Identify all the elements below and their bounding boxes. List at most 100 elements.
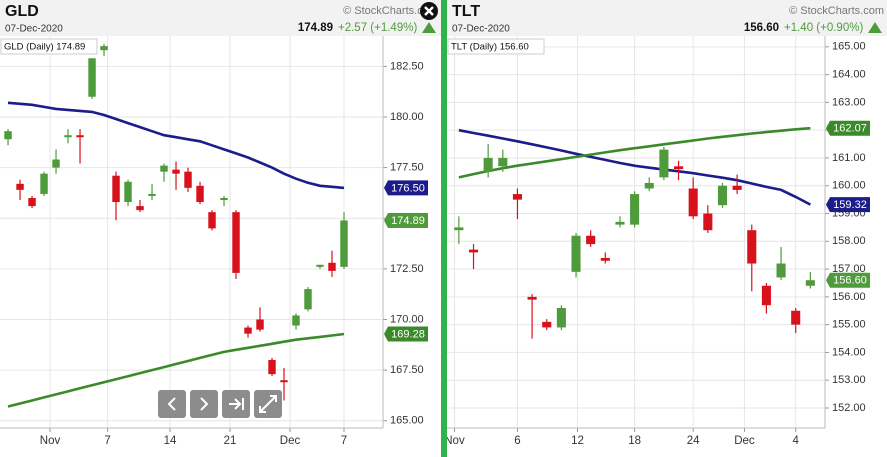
candle-body — [136, 206, 144, 211]
candle-body — [316, 264, 324, 267]
plot-bg — [0, 36, 383, 428]
candle-body — [498, 157, 508, 167]
value-tag — [384, 326, 428, 342]
candle-body — [328, 262, 336, 271]
x-tick-label: Dec — [280, 435, 301, 447]
symbol: GLD — [5, 3, 39, 20]
ma-line — [458, 128, 812, 206]
candle-body — [208, 212, 216, 229]
candle-body — [52, 159, 60, 168]
candle-body — [340, 220, 348, 267]
copyright: © StockCharts.com — [789, 5, 884, 17]
candle-body — [16, 183, 24, 190]
x-tick-label: Nov — [447, 435, 465, 447]
x-tick-label: 7 — [104, 435, 110, 447]
candle-body — [674, 166, 684, 170]
candle-body — [805, 280, 815, 286]
candle-body — [28, 197, 36, 207]
copyright: © StockCharts.com — [343, 5, 438, 17]
y-tick-label: 161.00 — [832, 152, 866, 164]
value-tag — [384, 180, 428, 196]
x-tick-label: 6 — [514, 435, 520, 447]
candle-body — [40, 173, 48, 194]
legend-box — [447, 38, 545, 55]
candle-body — [232, 212, 240, 273]
x-tick-label: 24 — [687, 435, 700, 447]
y-tick-label: 157.00 — [832, 263, 866, 275]
x-tick-label: 7 — [341, 435, 347, 447]
x-tick-label: Dec — [734, 435, 755, 447]
candle-body — [615, 221, 625, 225]
value-tag — [384, 212, 428, 228]
candle-body — [542, 321, 552, 328]
y-tick-label: 156.00 — [832, 291, 866, 303]
ma-line — [7, 332, 345, 408]
candle-body — [761, 285, 771, 306]
y-tick-label: 153.00 — [832, 374, 866, 386]
next-button[interactable] — [190, 390, 218, 418]
date: 07-Dec-2020 — [452, 24, 510, 35]
plot-bg — [447, 36, 825, 428]
legend-box — [0, 38, 98, 55]
candle-body — [112, 175, 120, 203]
y-tick-label: 172.50 — [390, 263, 424, 275]
candle-body — [600, 257, 610, 261]
candle-body — [630, 194, 640, 225]
x-tick-label: 21 — [224, 435, 237, 447]
close-button[interactable] — [420, 2, 438, 20]
y-tick-label: 154.00 — [832, 346, 866, 358]
candle-body — [454, 227, 464, 231]
date: 07-Dec-2020 — [5, 24, 63, 35]
candle-body — [4, 131, 12, 140]
value-tag — [826, 120, 870, 136]
candle-body — [483, 157, 493, 172]
header-bg — [0, 0, 441, 36]
price-change: +1.40 (+0.90%) — [784, 22, 863, 34]
x-tick-label: 4 — [793, 435, 800, 447]
last-price: 174.89 — [298, 22, 333, 34]
ma-line — [7, 101, 345, 190]
candle-body — [776, 263, 786, 278]
value-tag-label: 176.50 — [391, 182, 425, 194]
end-button[interactable] — [222, 390, 250, 418]
candle-body — [717, 185, 728, 206]
candle-body — [556, 307, 566, 328]
x-tick-label: 14 — [164, 435, 177, 447]
y-tick-label: 165.00 — [832, 41, 866, 53]
value-tag-label: 162.07 — [833, 123, 867, 135]
last-price: 156.60 — [744, 22, 779, 34]
candle-body — [268, 359, 276, 375]
candle-body — [659, 149, 669, 178]
candle-body — [791, 310, 801, 325]
y-tick-label: 160.00 — [832, 180, 866, 192]
candle-body — [292, 315, 300, 326]
candle-body — [703, 213, 713, 231]
x-tick-label: Nov — [40, 435, 61, 447]
candle-body — [184, 171, 192, 188]
y-tick-label: 182.50 — [390, 60, 424, 72]
legend-text: GLD (Daily) 174.89 — [4, 42, 85, 53]
candle-body — [468, 249, 479, 253]
value-tag — [826, 272, 870, 288]
value-tag-label: 156.60 — [833, 275, 867, 287]
candle-body — [76, 135, 84, 138]
candle-body — [688, 188, 698, 217]
expand-button[interactable] — [254, 390, 282, 418]
candle-body — [220, 197, 228, 201]
y-tick-label: 155.00 — [832, 319, 866, 331]
prev-button[interactable] — [158, 390, 186, 418]
candle-body — [196, 185, 204, 203]
candle-body — [148, 193, 156, 196]
candle-body — [172, 169, 180, 174]
price-change: +2.57 (+1.49%) — [338, 22, 417, 34]
candle-body — [280, 380, 288, 383]
x-tick-label: 12 — [571, 435, 584, 447]
value-tag-label: 169.28 — [391, 328, 425, 340]
value-tag-label: 174.89 — [391, 215, 425, 227]
candle-body — [732, 185, 742, 190]
candle-body — [644, 182, 654, 189]
candle-body — [527, 296, 537, 300]
candle-body — [256, 319, 264, 330]
gld-panel: GLD 07-Dec-2020 © StockCharts.com 174.89 +2.… — [0, 0, 441, 447]
